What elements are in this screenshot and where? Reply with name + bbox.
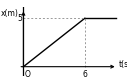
Text: t(s): t(s)	[119, 60, 127, 69]
Text: 5: 5	[17, 14, 22, 23]
Text: 6: 6	[82, 70, 87, 79]
Text: O: O	[25, 70, 31, 79]
Text: x(m): x(m)	[0, 9, 18, 18]
